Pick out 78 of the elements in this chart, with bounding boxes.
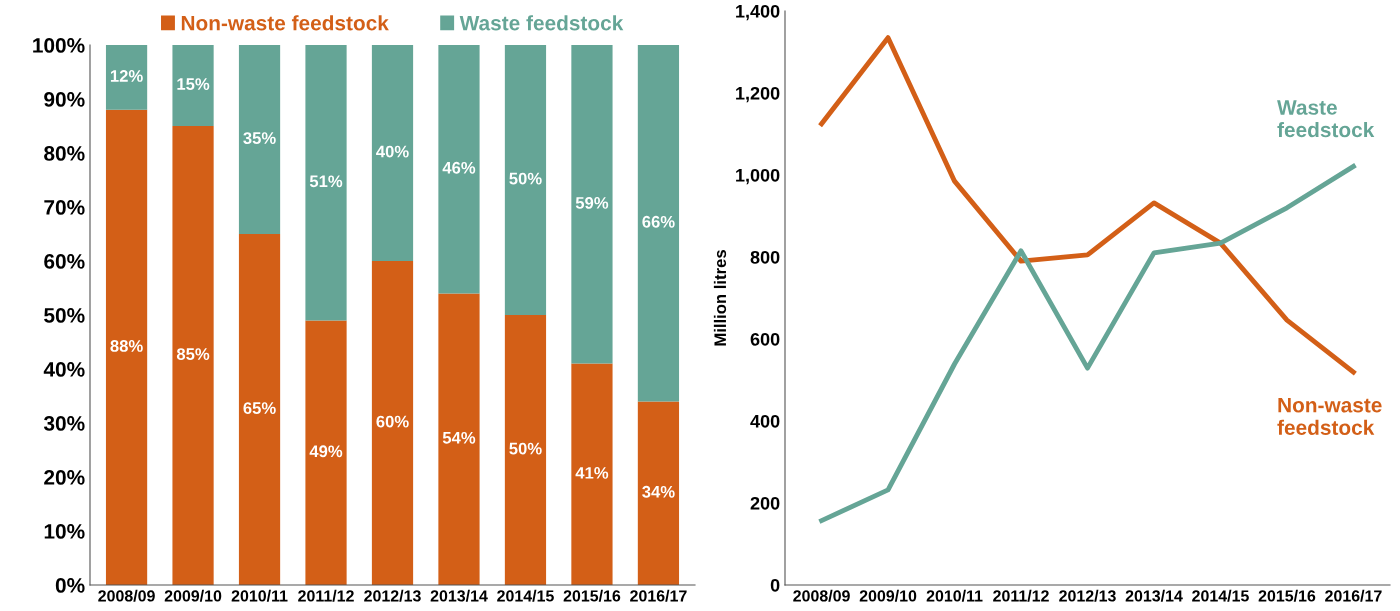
bar <box>305 320 347 585</box>
x-tick-label: 2016/17 <box>630 589 687 602</box>
data-label: 50% <box>509 442 542 455</box>
x-tick-label: 2013/14 <box>1125 589 1183 602</box>
y-tick-label: 0% <box>55 578 85 593</box>
x-tick-label: 2012/13 <box>1059 589 1116 602</box>
y-tick-label: 70% <box>44 200 85 215</box>
y-tick-label: 90% <box>44 92 85 107</box>
data-label: 54% <box>442 431 476 444</box>
y-tick-label: 60% <box>44 254 85 269</box>
data-label: 59% <box>575 196 609 209</box>
legend-label: Waste feedstock <box>459 15 624 31</box>
bar <box>238 45 281 234</box>
bar <box>305 45 347 321</box>
data-label: 85% <box>176 348 210 360</box>
bar <box>637 401 680 585</box>
y-tick-label: 1,000 <box>736 168 780 185</box>
x-tick-label: 2013/14 <box>430 589 488 602</box>
data-label: 50% <box>509 172 542 185</box>
data-label: 35% <box>243 132 276 144</box>
y-tick-label: 80% <box>44 146 85 161</box>
y-tick-label: 50% <box>44 308 85 323</box>
data-label: 51% <box>309 175 343 188</box>
legend-label: Non-waste feedstock <box>181 15 389 31</box>
data-label: 41% <box>575 467 609 479</box>
x-tick-label: 2011/12 <box>993 589 1049 602</box>
y-axis-title: Million litres <box>713 250 727 346</box>
series-label: Non-waste feedstock <box>1277 397 1382 435</box>
y-tick-label: 10% <box>44 524 85 539</box>
bar <box>371 261 414 585</box>
x-tick-label: 2008/09 <box>793 589 850 602</box>
bar <box>504 45 547 315</box>
data-label: 88% <box>110 340 143 352</box>
bar <box>172 45 214 126</box>
x-tick-label: 2014/15 <box>1192 589 1249 602</box>
y-tick-label: 600 <box>750 332 780 346</box>
data-label: 12% <box>110 70 143 82</box>
y-tick-label: 100% <box>33 38 85 53</box>
y-tick-label: 0 <box>770 578 780 592</box>
data-label: 60% <box>376 415 409 428</box>
bar <box>438 293 480 585</box>
bar <box>105 45 148 110</box>
x-tick-label: 2010/11 <box>231 589 288 602</box>
data-label: 49% <box>309 445 343 458</box>
x-tick-label: 2008/09 <box>98 589 155 602</box>
data-label: 66% <box>642 215 675 228</box>
bar <box>371 45 414 261</box>
data-label: 65% <box>243 402 276 414</box>
x-tick-label: 2009/10 <box>164 589 222 602</box>
x-tick-label: 2012/13 <box>364 589 421 602</box>
data-label: 40% <box>376 145 409 158</box>
data-label: 46% <box>442 161 476 174</box>
bar <box>438 45 480 294</box>
y-tick-label: 200 <box>750 496 780 510</box>
x-tick-label: 2016/17 <box>1325 589 1382 602</box>
bar <box>571 363 613 585</box>
bar <box>238 234 281 585</box>
bar <box>504 315 547 585</box>
bar <box>172 126 214 585</box>
bar <box>571 45 613 364</box>
bar <box>105 109 148 585</box>
y-tick-label: 1,200 <box>736 86 780 103</box>
x-tick-label: 2014/15 <box>497 589 554 602</box>
x-tick-label: 2010/11 <box>926 589 983 602</box>
x-tick-label: 2015/16 <box>1258 589 1316 602</box>
y-tick-label: 400 <box>750 414 780 428</box>
y-tick-label: 40% <box>43 362 85 377</box>
y-tick-label: 800 <box>750 250 780 264</box>
bar <box>637 45 680 402</box>
x-tick-label: 2009/10 <box>859 589 917 602</box>
series-label: Waste feedstock <box>1277 100 1375 138</box>
y-tick-label: 20% <box>44 470 85 485</box>
data-label: 34% <box>642 485 675 498</box>
y-tick-label: 1,400 <box>736 4 780 21</box>
y-tick-label: 30% <box>43 416 85 431</box>
data-label: 15% <box>177 78 210 90</box>
x-tick-label: 2011/12 <box>298 589 354 602</box>
x-tick-label: 2015/16 <box>563 589 621 602</box>
